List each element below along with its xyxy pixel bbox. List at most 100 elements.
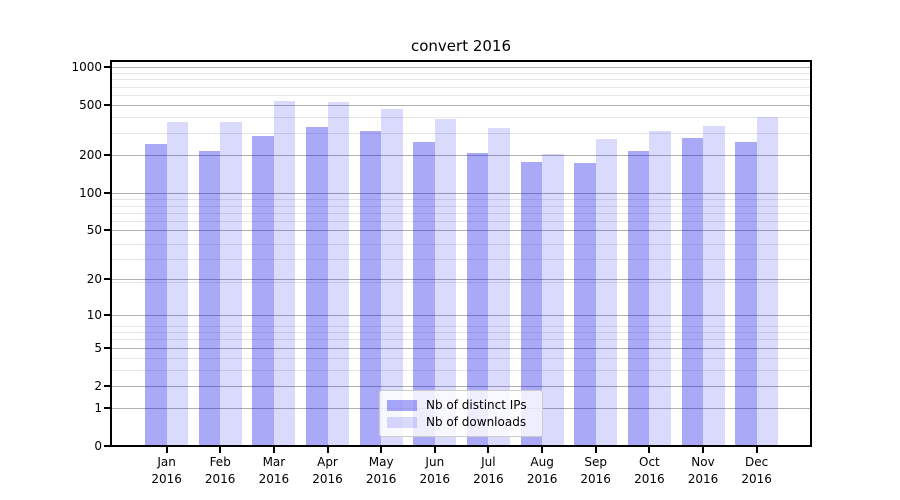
grid-line-minor — [112, 86, 810, 88]
bar-downloads — [488, 128, 510, 445]
grid-line-minor — [112, 331, 810, 333]
bar-distinct-ips — [735, 141, 757, 445]
grid-line-minor — [112, 79, 810, 81]
y-tick-label: 200 — [79, 148, 102, 163]
bar-distinct-ips — [413, 141, 435, 445]
x-tick-label: May 2016 — [365, 455, 397, 486]
bar-distinct-ips — [520, 161, 543, 445]
y-tick-label: 50 — [86, 223, 102, 238]
x-tick-label: Mar 2016 — [258, 455, 290, 486]
y-tick-mark — [104, 346, 110, 349]
spine-bottom — [110, 445, 812, 447]
y-tick-mark — [104, 407, 110, 409]
x-tick-mark — [702, 447, 704, 453]
grid-line-minor — [112, 281, 810, 283]
y-tick-mark — [104, 191, 110, 194]
y-tick-label: 20 — [86, 272, 102, 286]
legend-label-downloads: Nb of downloads — [426, 415, 527, 429]
chart-title: convert 2016 — [410, 37, 512, 55]
grid-line-minor — [112, 133, 810, 135]
bar-downloads — [327, 101, 349, 445]
bar-downloads — [434, 119, 457, 445]
bar-distinct-ips — [198, 150, 221, 445]
y-tick-label: 1 — [94, 401, 102, 415]
grid-line-major — [112, 230, 810, 232]
y-tick-mark — [104, 313, 110, 316]
grid-line-minor — [112, 95, 810, 97]
legend-swatch-distinct-ips — [387, 400, 417, 411]
y-tick-mark — [104, 104, 110, 106]
bar-downloads — [542, 154, 564, 445]
grid-line-major — [112, 347, 810, 349]
x-tick-mark — [165, 447, 168, 453]
y-tick-mark — [104, 66, 110, 68]
grid-line-minor — [112, 370, 810, 371]
grid-line-major — [112, 279, 810, 280]
bar-distinct-ips — [359, 131, 382, 445]
x-tick-mark — [433, 447, 436, 453]
x-tick-mark — [594, 447, 597, 453]
x-tick-label: Sep 2016 — [580, 455, 611, 486]
x-tick-label: Apr 2016 — [312, 455, 343, 486]
grid-line-major — [112, 192, 810, 194]
bar-downloads — [220, 122, 242, 445]
x-tick-mark — [272, 447, 275, 453]
bar-downloads — [166, 122, 189, 445]
x-tick-mark — [380, 447, 383, 453]
x-tick-label: Oct 2016 — [634, 455, 665, 486]
spine-top — [110, 60, 812, 62]
grid-line-minor — [112, 221, 810, 223]
x-tick-mark — [326, 447, 329, 453]
grid-line-major — [112, 155, 810, 157]
y-tick-label: 2 — [94, 378, 102, 393]
spine-left — [110, 60, 112, 447]
y-tick-mark — [104, 154, 110, 157]
bar-downloads — [381, 109, 403, 445]
bar-downloads — [756, 116, 779, 445]
grid-line-major — [112, 385, 810, 387]
y-tick-label: 1000 — [71, 60, 102, 74]
bar-downloads — [595, 138, 618, 445]
x-tick-label: Dec 2016 — [741, 455, 772, 486]
grid-line-major — [112, 67, 810, 68]
grid-line-minor — [112, 243, 810, 245]
y-tick-mark — [104, 445, 110, 447]
y-tick-label: 500 — [79, 98, 102, 112]
grid-line-minor — [112, 199, 810, 201]
bar-distinct-ips — [466, 153, 489, 445]
grid-line-minor — [112, 205, 810, 207]
grid-line-minor — [112, 325, 810, 327]
y-tick-label: 0 — [94, 439, 102, 453]
bar-downloads — [649, 131, 671, 445]
bar-distinct-ips — [145, 144, 167, 445]
grid-line-major — [112, 314, 810, 316]
x-tick-mark — [541, 447, 544, 453]
bar-distinct-ips — [681, 138, 703, 445]
x-tick-mark — [219, 447, 222, 453]
x-tick-mark — [648, 447, 651, 453]
grid-line-minor — [112, 259, 810, 261]
y-tick-mark — [104, 384, 110, 387]
bar-distinct-ips — [306, 126, 328, 445]
x-tick-label: Aug 2016 — [526, 455, 558, 486]
x-tick-label: Jul 2016 — [473, 455, 504, 486]
legend: Nb of distinct IPs Nb of downloads — [379, 390, 543, 437]
y-tick-mark — [104, 229, 110, 232]
bar-distinct-ips — [627, 150, 650, 445]
x-tick-label: Jun 2016 — [419, 455, 451, 486]
bar-downloads — [703, 125, 725, 445]
legend-swatch-downloads — [387, 417, 417, 428]
y-tick-label: 100 — [79, 185, 102, 200]
y-tick-label: 5 — [94, 340, 102, 355]
bar-downloads — [273, 101, 296, 445]
x-tick-label: Jan 2016 — [151, 455, 182, 486]
x-tick-mark — [487, 447, 490, 453]
x-tick-mark — [755, 447, 758, 453]
grid-line-minor — [112, 117, 810, 119]
legend-row-downloads: Nb of downloads — [387, 415, 534, 430]
grid-line-minor — [112, 213, 810, 214]
y-tick-mark — [104, 278, 110, 280]
grid-line-minor — [112, 357, 810, 359]
legend-label-distinct-ips: Nb of distinct IPs — [426, 398, 527, 412]
